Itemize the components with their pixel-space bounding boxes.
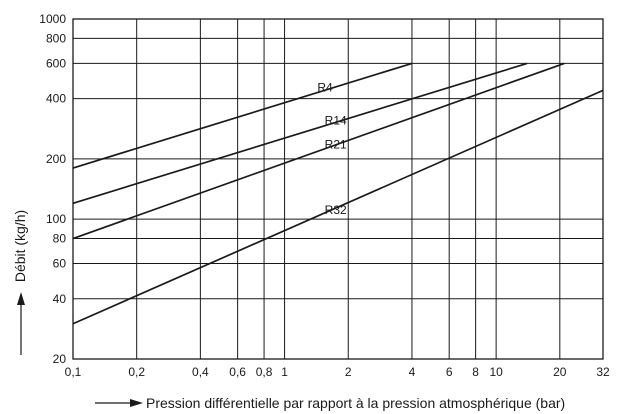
- x-tick-label: 0,1: [65, 365, 82, 379]
- x-tick-label: 8: [472, 365, 479, 379]
- y-tick-label: 100: [46, 212, 66, 226]
- series-line-r14: [72, 62, 528, 205]
- x-tick-label: 10: [489, 365, 503, 379]
- y-tick-label: 60: [53, 257, 67, 271]
- y-tick-label: 80: [53, 232, 67, 246]
- y-tick-label: 1000: [39, 12, 66, 26]
- series-label-r14: R14: [325, 114, 347, 128]
- series-line-r4: [72, 62, 413, 169]
- grid-lines: [72, 18, 604, 360]
- y-tick-label: 40: [53, 292, 67, 306]
- series-line-r32: [72, 89, 604, 325]
- x-tick-label: 20: [553, 365, 567, 379]
- series-label-r32: R32: [325, 203, 347, 217]
- y-tick-label: 20: [53, 352, 67, 366]
- x-tick-label: 0,6: [229, 365, 246, 379]
- x-axis-arrow-head: [130, 399, 143, 407]
- y-tick-label: 600: [46, 56, 66, 70]
- x-tick-label: 0,8: [256, 365, 273, 379]
- series-group: R4 R14 R21 R32: [72, 62, 604, 325]
- x-tick-label: 0,4: [192, 365, 209, 379]
- y-axis-arrow-head: [17, 292, 25, 305]
- y-tick-label: 400: [46, 92, 66, 106]
- x-tick-label: 0,2: [128, 365, 145, 379]
- x-tick-label: 1: [281, 365, 288, 379]
- x-tick-label: 6: [446, 365, 453, 379]
- y-tick-labels: 20 40 60 80 100 200 400 600 800 1000: [39, 12, 66, 366]
- series-label-r21: R21: [325, 138, 347, 152]
- series-line-r21: [72, 62, 565, 240]
- plot-frame: [72, 18, 604, 360]
- x-tick-label: 4: [409, 365, 416, 379]
- x-tick-label: 32: [596, 365, 610, 379]
- x-tick-labels: 0,1 0,2 0,4 0,6 0,8 1 2 4 6 8 10 20 32: [65, 365, 610, 379]
- y-tick-label: 200: [46, 152, 66, 166]
- x-axis-title: Pression différentielle par rapport à la…: [146, 395, 565, 411]
- y-axis-title: Débit (kg/h): [12, 210, 28, 282]
- y-tick-label: 800: [46, 31, 66, 45]
- series-label-r4: R4: [317, 81, 333, 95]
- x-tick-label: 2: [345, 365, 352, 379]
